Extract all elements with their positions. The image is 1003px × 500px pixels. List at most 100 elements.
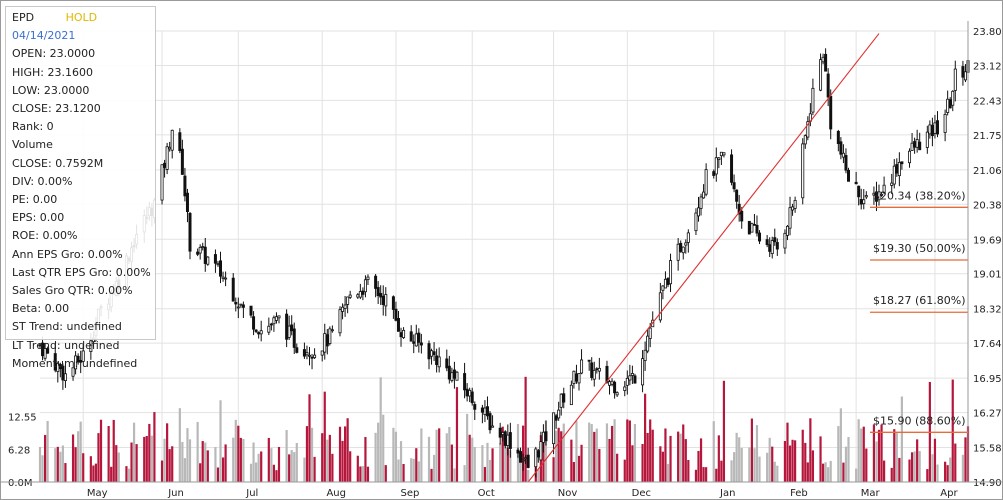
volume-bar xyxy=(178,408,181,482)
volume-bar xyxy=(664,428,667,482)
candle-body xyxy=(241,304,245,308)
candle-body xyxy=(608,381,612,386)
candle-body xyxy=(900,161,904,165)
volume-bar xyxy=(730,460,733,482)
candle-body xyxy=(519,451,523,463)
candle-body xyxy=(363,279,367,293)
candle-body xyxy=(544,431,548,442)
fib-level-label: $19.30 (50.00%) xyxy=(873,242,966,255)
candle-body xyxy=(702,191,706,199)
candle-body xyxy=(666,278,670,286)
volume-bar xyxy=(610,425,614,482)
volume-bar xyxy=(748,447,751,482)
volume-bar xyxy=(277,446,281,482)
candle-body xyxy=(71,367,75,377)
volume-bar xyxy=(260,451,263,482)
volume-bar xyxy=(527,469,530,482)
volume-bar xyxy=(417,461,420,482)
volume-bar xyxy=(918,451,921,482)
candle-body xyxy=(676,243,680,261)
volume-bar xyxy=(766,452,769,482)
candle-body xyxy=(641,358,645,386)
candle-body xyxy=(221,276,225,279)
volume-bar xyxy=(97,433,100,482)
price-tick-label: 16.27 xyxy=(973,409,1002,420)
candle-body xyxy=(427,343,431,360)
volume-bar xyxy=(801,429,804,482)
month-tick-label: Dec xyxy=(632,488,651,499)
candle-body xyxy=(694,212,698,232)
candle-body xyxy=(89,340,93,352)
volume-bar xyxy=(552,457,555,482)
candle-body xyxy=(943,113,947,133)
info-row-roe: ROE: 0.00% xyxy=(12,229,78,243)
volume-bar xyxy=(506,447,509,482)
month-tick-label: Nov xyxy=(558,488,578,499)
volume-bar xyxy=(64,463,67,482)
info-row-last-qtr-eps-gro: Last QTR EPS Gro: 0.00% xyxy=(12,265,151,279)
volume-bar xyxy=(946,465,949,482)
volume-bar xyxy=(249,463,253,482)
candle-body xyxy=(287,325,291,338)
volume-bar xyxy=(186,428,189,482)
candle-body xyxy=(231,277,235,302)
candle-body xyxy=(623,386,627,391)
candle-body xyxy=(732,182,736,190)
price-tick-label: 23.80 xyxy=(973,27,1002,38)
candle-body xyxy=(310,356,314,359)
grid xyxy=(40,30,968,483)
candle-body xyxy=(857,185,861,198)
candle-body xyxy=(788,207,792,229)
candle-body xyxy=(521,459,525,462)
candle-body xyxy=(412,341,416,344)
volume-bar xyxy=(786,422,789,482)
candle-body xyxy=(338,309,342,334)
volume-bar xyxy=(860,428,863,482)
volume-bar xyxy=(364,437,367,482)
volume-bar xyxy=(463,465,466,482)
volume-bar xyxy=(290,450,293,482)
volume-bars xyxy=(38,376,970,482)
volume-bar xyxy=(560,431,563,482)
volume-bar xyxy=(933,438,937,482)
volume-bar xyxy=(41,455,44,482)
volume-bar xyxy=(71,434,75,482)
candle-body xyxy=(925,131,929,148)
candle-body xyxy=(376,287,380,297)
candle-body xyxy=(605,365,609,383)
volume-bar xyxy=(183,458,187,482)
candle-body xyxy=(524,457,528,460)
candle-body xyxy=(913,141,917,148)
volume-bar xyxy=(267,437,270,482)
candle-body xyxy=(417,332,421,343)
volume-bar xyxy=(110,466,113,482)
candle-body xyxy=(770,240,774,255)
volume-bar xyxy=(633,424,637,482)
month-tick-label: Jan xyxy=(719,488,735,499)
volume-bar xyxy=(646,432,649,482)
info-row-high: HIGH: 23.1600 xyxy=(12,65,94,79)
volume-bar xyxy=(143,436,146,482)
candle-body xyxy=(503,431,507,446)
candle-body xyxy=(712,171,716,176)
candle-body xyxy=(76,355,80,363)
volume-bar xyxy=(384,465,387,482)
volume-bar xyxy=(908,459,911,482)
candle-body xyxy=(468,389,472,397)
volume-bar xyxy=(326,439,329,482)
month-tick-label: Oct xyxy=(478,488,495,499)
candle-body xyxy=(681,246,685,254)
candle-body xyxy=(768,244,772,252)
volume-bar xyxy=(644,393,647,482)
candle-body xyxy=(737,203,741,215)
candle-body xyxy=(249,305,253,316)
candle-body xyxy=(648,327,652,339)
volume-bar xyxy=(735,432,738,482)
volume-bar xyxy=(486,442,489,482)
candle-body xyxy=(541,431,545,443)
candle-body xyxy=(963,71,967,81)
volume-bar xyxy=(537,469,540,482)
overlays: $20.34 (38.20%) $19.30 (50.00%) $18.27 (61… xyxy=(527,33,968,483)
candle-body xyxy=(717,157,721,160)
candle-body xyxy=(597,367,601,372)
